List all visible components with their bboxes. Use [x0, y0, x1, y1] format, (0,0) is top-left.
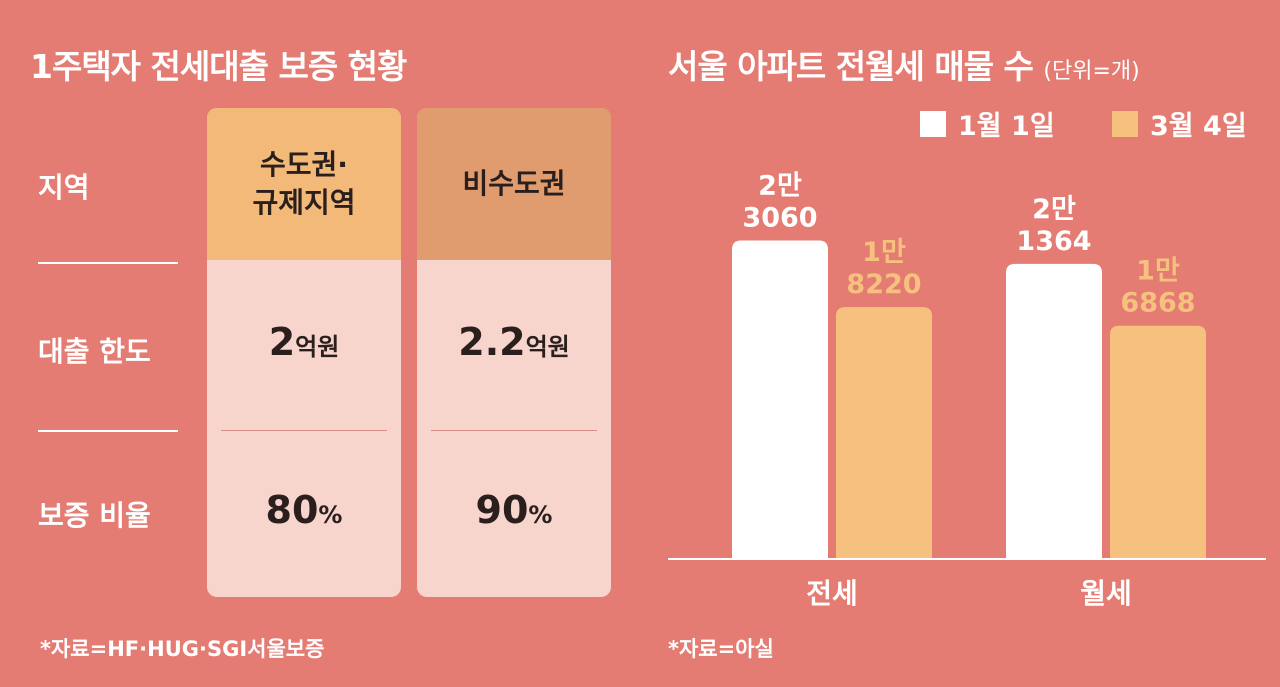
column-capital-regulated: 수도권· 규제지역 2억원 80%: [207, 108, 401, 597]
loan-limit-value: 2억원: [268, 320, 340, 364]
row-divider: [38, 430, 178, 432]
guarantee-ratio-value: 90%: [475, 488, 553, 532]
row-label-loan-limit: 대출 한도: [38, 335, 151, 368]
chart-title: 서울 아파트 전월세 매물 수 (단위=개): [668, 40, 1140, 88]
column-non-capital: 비수도권 2.2억원 90%: [417, 108, 611, 597]
guarantee-ratio-value: 80%: [265, 488, 343, 532]
data-label: 2만 1364: [1016, 194, 1091, 257]
row-divider: [38, 262, 178, 264]
legend-label: 3월 4일: [1150, 111, 1247, 142]
chart-unit: (단위=개): [1043, 59, 1140, 84]
row-label-region: 지역: [38, 171, 90, 204]
legend-swatch: [920, 110, 946, 137]
bar: [732, 240, 828, 558]
category-label: 월세: [1080, 577, 1132, 610]
cell-divider: [221, 430, 387, 431]
bar: [1006, 263, 1102, 558]
legend-swatch: [1112, 110, 1138, 137]
row-label-guarantee-ratio: 보증 비율: [38, 499, 151, 532]
bar: [1110, 325, 1206, 558]
data-label: 2만 3060: [742, 170, 817, 233]
column-header: 수도권· 규제지역: [207, 108, 401, 260]
left-source-note: *자료=HF·HUG·SGI서울보증: [40, 637, 325, 661]
category-label: 전세: [806, 577, 858, 610]
legend-item-jan: 1월 1일: [920, 104, 1055, 143]
column-header: 비수도권: [417, 108, 611, 260]
legend-item-mar: 3월 4일: [1112, 104, 1247, 143]
data-label: 1만 8220: [846, 237, 921, 300]
right-source-note: *자료=아실: [668, 637, 774, 661]
data-label: 1만 6868: [1120, 256, 1195, 319]
cell-divider: [431, 430, 597, 431]
loan-limit-value: 2.2억원: [458, 320, 570, 364]
left-panel-title: 1주택자 전세대출 보증 현황: [30, 47, 407, 86]
chart-title-text: 서울 아파트 전월세 매물 수: [668, 47, 1034, 86]
legend-label: 1월 1일: [958, 111, 1055, 142]
bar: [836, 307, 932, 558]
